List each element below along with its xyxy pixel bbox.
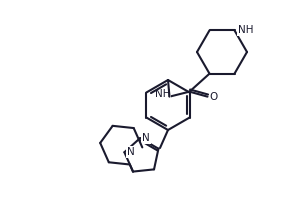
Text: N: N <box>142 133 150 143</box>
Text: NH: NH <box>155 89 170 99</box>
Text: NH: NH <box>238 25 253 35</box>
Text: O: O <box>209 92 217 102</box>
Text: N: N <box>127 147 134 157</box>
